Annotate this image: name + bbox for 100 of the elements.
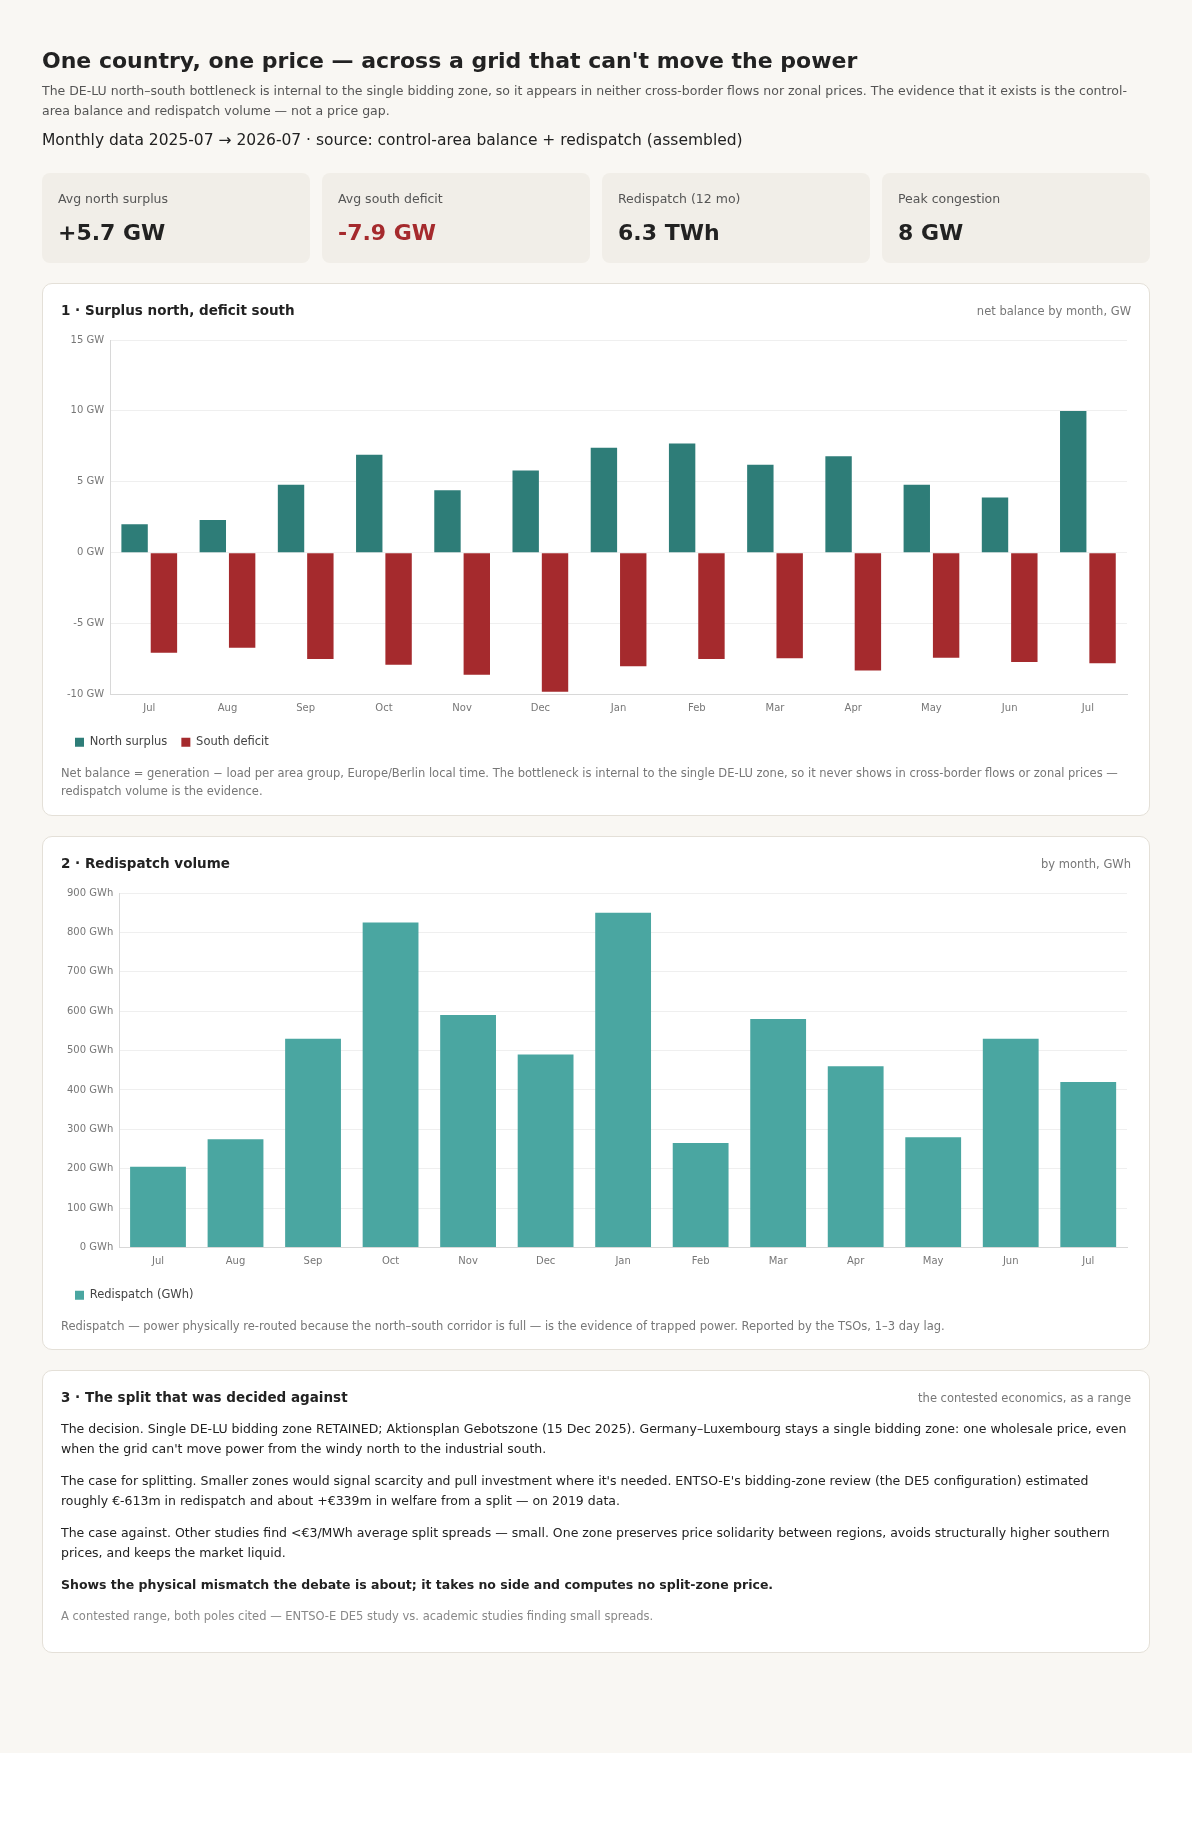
text: 8 GW — [898, 220, 965, 245]
bar — [285, 1038, 341, 1247]
text: 6.3 TWh — [618, 220, 721, 245]
y-tick-label: 300 GWh — [66, 1122, 114, 1134]
x-tick-label: Oct — [375, 702, 393, 714]
text: The decision. Single DE-LU bidding zone RETAINED; Aktionsplan Gebotszone (15 Dec 2025). Germany–Luxembourg stays a single bidding zone: one wholesale price, even when the grid can't move power from the windy north to the industrial south. — [61, 1420, 1128, 1459]
text: Shows the physical mismatch the debate is about; it takes no side and computes no split-zone price. — [61, 1576, 775, 1595]
legend-label: South deficit — [196, 734, 270, 749]
text: Redispatch (12 mo) — [618, 191, 742, 206]
x-tick-label: Sep — [303, 1254, 323, 1266]
x-tick-label: Aug — [217, 702, 238, 714]
legend-label: Redispatch (GWh) — [89, 1287, 194, 1302]
bar — [1060, 1081, 1117, 1247]
x-tick-label: Jun — [1000, 702, 1018, 714]
text: +5.7 GW — [58, 220, 167, 245]
bar — [277, 484, 305, 553]
x-tick-label: May — [922, 1254, 944, 1266]
y-tick-label: 15 GW — [70, 333, 105, 345]
text: the contested economics, as a range — [918, 1391, 1131, 1406]
bar — [1089, 553, 1116, 664]
text: -7.9 GW — [338, 220, 438, 245]
text: Net balance = generation − load per area group, Europe/Berlin local time. The bottleneck is internal to the single DE-LU zone, so it never shows in cross-border flows or zonal prices — redispatch volume is the evidence. — [61, 765, 1119, 801]
x-tick-label: Jul — [142, 702, 156, 714]
y-tick-label: 0 GWh — [79, 1240, 114, 1252]
chart-subtitle: by month, GWh — [1041, 856, 1131, 871]
bar — [590, 447, 618, 553]
y-tick-label: 400 GWh — [66, 1083, 114, 1095]
bar — [440, 1014, 496, 1247]
bar — [827, 1066, 884, 1247]
y-tick-label: 200 GWh — [66, 1162, 114, 1174]
x-tick-label: Jul — [150, 1254, 165, 1266]
x-tick-label: Apr — [844, 702, 863, 714]
bar — [854, 553, 882, 671]
bar — [150, 553, 178, 653]
text: Monthly data 2025-07 → 2026-07 · source: control-area balance + redispatch (assembled) — [42, 131, 744, 149]
text: The case for splitting. Smaller zones would signal scarcity and pull investment where it's needed. ENTSO-E's bidding-zone review (the DE5 configuration) estimated roughly €-613m in redispatch and about +€339m in welfare from a split — on 2019 data. — [61, 1472, 1090, 1511]
bar — [130, 1166, 186, 1247]
bar — [825, 456, 852, 553]
x-tick-label: Mar — [768, 1254, 789, 1266]
x-tick-label: Dec — [535, 1254, 556, 1266]
y-tick-label: 500 GWh — [66, 1043, 114, 1055]
chart-title: 2 · Redispatch volume — [61, 854, 230, 871]
x-tick-label: May — [921, 702, 942, 714]
bar — [982, 1038, 1039, 1247]
bar — [385, 553, 412, 665]
text: 3 · The split that was decided against — [61, 1389, 348, 1406]
x-tick-label: Oct — [381, 1254, 400, 1266]
bar — [903, 484, 930, 553]
y-tick-label: 5 GW — [76, 475, 105, 487]
bar — [905, 1136, 962, 1247]
bar — [228, 553, 256, 648]
bar — [207, 1138, 264, 1247]
bar — [932, 553, 960, 658]
x-tick-label: Jan — [614, 1254, 631, 1266]
x-tick-label: Feb — [687, 702, 706, 714]
x-tick-label: Feb — [691, 1254, 710, 1266]
text: The DE-LU north–south bottleneck is internal to the single bidding zone, so it appears in neither cross-border flows nor zonal prices. The evidence that it exists is the control-area balance and redispatch volume — not a price gap. — [42, 82, 1128, 120]
text: Peak congestion — [898, 191, 1002, 206]
bar — [1060, 410, 1087, 553]
bar — [620, 553, 647, 667]
bar — [307, 553, 334, 660]
bar — [121, 524, 148, 553]
text: Redispatch — power physically re-routed because the north–south corridor is full — is the evidence of trapped power. Reported by the TSOs, 1–3 day lag. — [61, 1317, 946, 1335]
bar — [595, 912, 652, 1247]
x-tick-label: Sep — [296, 702, 316, 714]
bar — [668, 443, 696, 553]
x-tick-label: Nov — [452, 702, 472, 714]
bar — [541, 553, 569, 692]
y-tick-label: 700 GWh — [66, 965, 114, 977]
text: Avg north surplus — [58, 191, 170, 206]
bar — [199, 520, 227, 553]
bar — [434, 490, 461, 553]
x-tick-label: Nov — [458, 1254, 478, 1266]
y-tick-label: 0 GW — [76, 546, 105, 558]
x-tick-label: Dec — [530, 702, 551, 714]
bar — [698, 553, 725, 660]
x-tick-label: Apr — [847, 1254, 866, 1266]
bar — [356, 454, 383, 553]
x-tick-label: Jan — [609, 702, 627, 714]
bar — [747, 464, 774, 553]
bar — [362, 922, 419, 1247]
x-tick-label: Aug — [225, 1254, 246, 1266]
bar — [672, 1142, 729, 1247]
bar — [1011, 553, 1038, 662]
y-tick-label: 100 GWh — [66, 1201, 114, 1213]
y-tick-label: -10 GW — [66, 688, 105, 700]
bar — [776, 553, 803, 659]
bar — [512, 470, 539, 553]
x-tick-label: Jul — [1081, 1254, 1095, 1266]
text: One country, one price — across a grid that can't move the power — [42, 48, 859, 73]
bar — [981, 497, 1009, 553]
text: Avg south deficit — [338, 191, 444, 206]
bar — [517, 1054, 574, 1247]
x-tick-label: Mar — [765, 702, 786, 714]
bar — [463, 553, 490, 675]
bar — [750, 1018, 807, 1247]
chart-subtitle: net balance by month, GW — [976, 304, 1131, 318]
legend-label: North surplus — [89, 734, 168, 749]
y-tick-label: 600 GWh — [66, 1004, 114, 1016]
x-tick-label: Jun — [1001, 1254, 1019, 1266]
